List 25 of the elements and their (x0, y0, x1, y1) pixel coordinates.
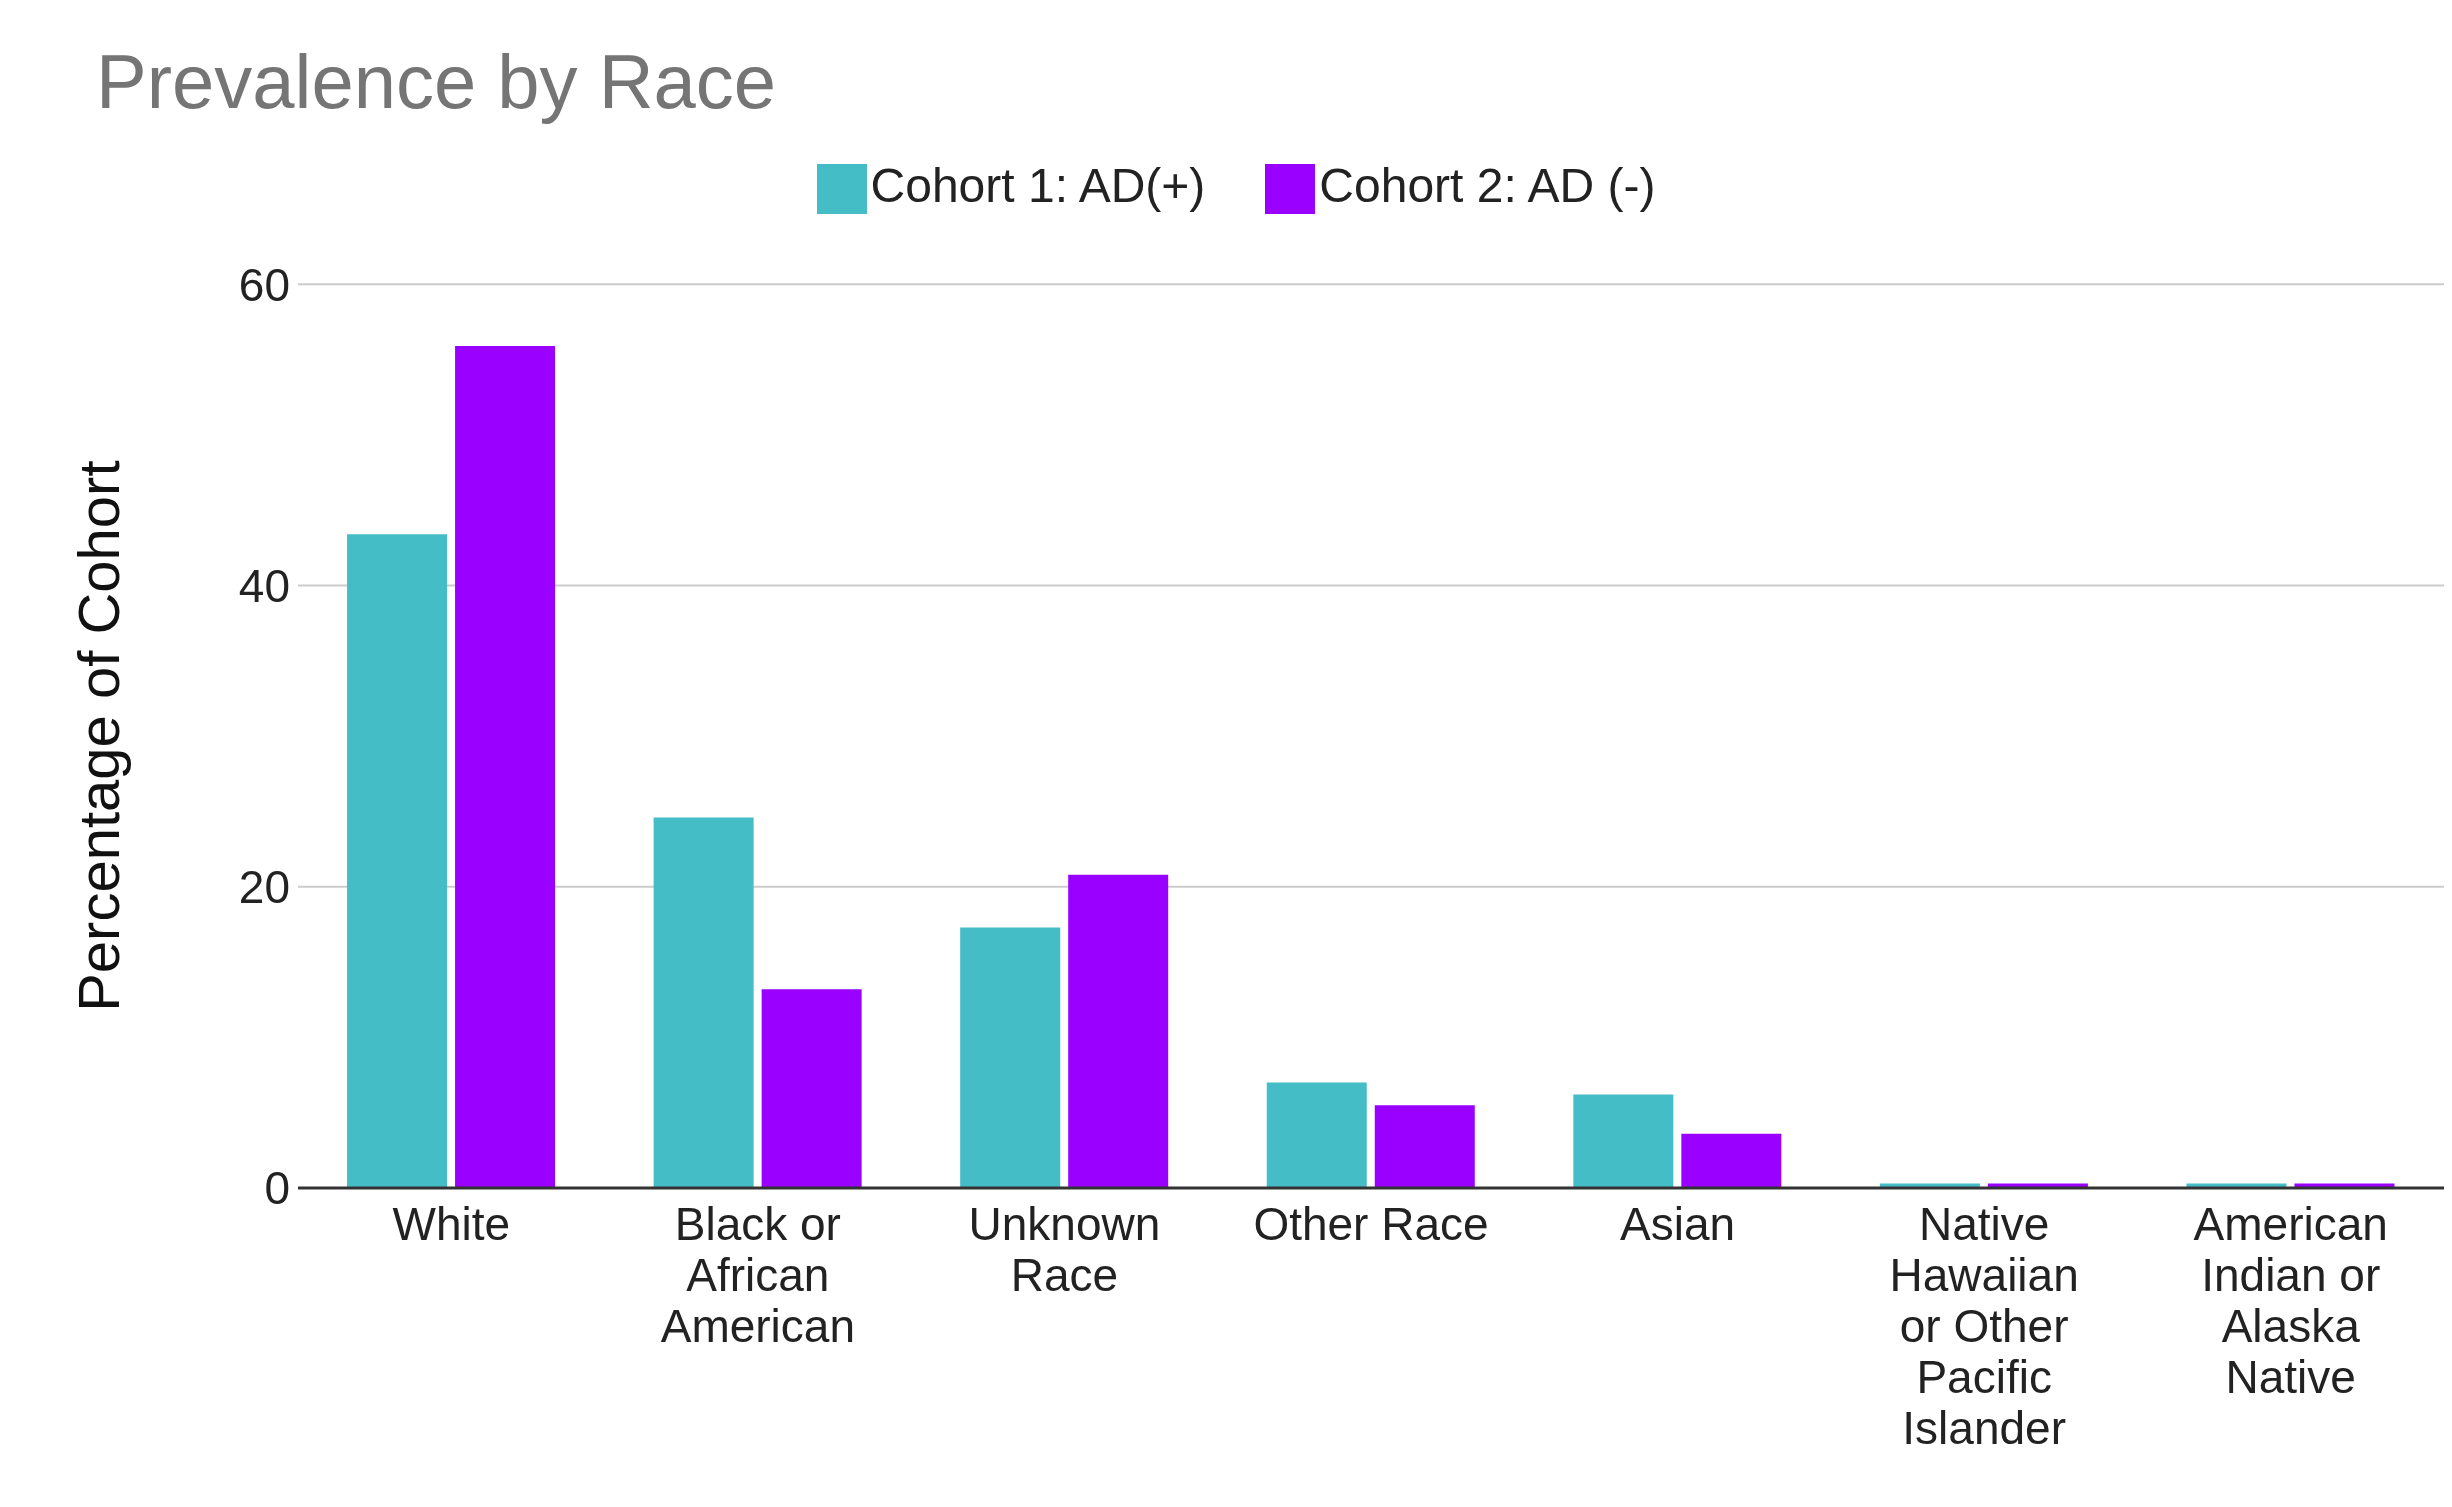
x-tick-label: Asian (1620, 1198, 1736, 1250)
legend-label: Cohort 2: AD (-) (1319, 159, 1656, 212)
y-tick-label: 0 (264, 1162, 290, 1215)
x-tick-label: Unknown Race (968, 1198, 1161, 1301)
bar (1374, 1105, 1475, 1188)
bar (1681, 1133, 1782, 1188)
bar (1068, 874, 1169, 1188)
x-tick-label: Black or African American (660, 1198, 856, 1352)
x-tick-label: Other Race (1253, 1198, 1489, 1250)
x-tick-label: White (392, 1198, 511, 1250)
bar (1266, 1082, 1367, 1188)
x-tick-label: Native Hawaiian or Other Pacific Islander (1889, 1198, 2079, 1454)
bar (960, 927, 1061, 1188)
chart-title: Prevalence by Race (96, 38, 777, 125)
x-tick-label: American Indian or Alaska Native (2193, 1198, 2388, 1403)
y-axis-title: Percentage of Cohort (65, 460, 131, 1012)
bar (761, 989, 862, 1188)
bar (347, 534, 448, 1188)
bar (653, 817, 754, 1188)
bar (455, 346, 556, 1188)
y-tick-label: 60 (238, 258, 290, 311)
y-tick-label: 20 (238, 861, 290, 914)
legend-label: Cohort 1: AD(+) (870, 159, 1206, 212)
bar (1573, 1094, 1674, 1188)
y-tick-label: 40 (238, 559, 290, 612)
